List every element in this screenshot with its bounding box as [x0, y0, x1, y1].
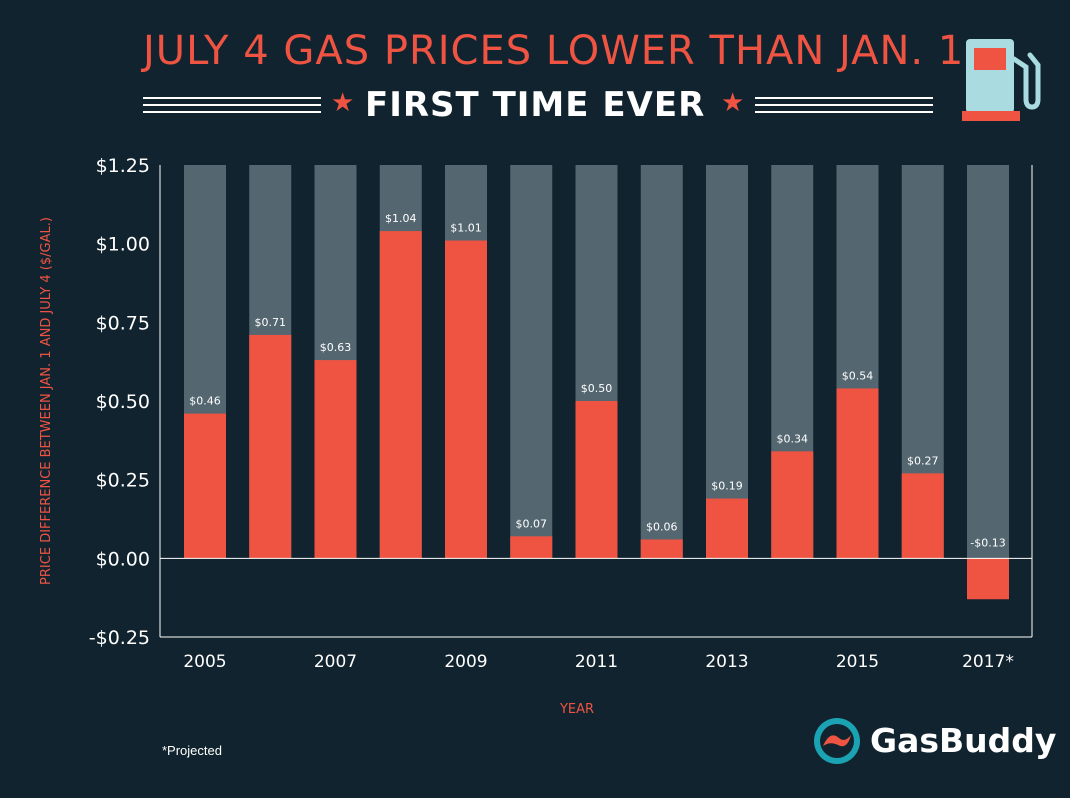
- x-tick-label: 2007: [314, 652, 357, 672]
- data-label-2012: $0.06: [646, 520, 678, 533]
- bar-2014: [771, 451, 814, 559]
- gasbuddy-logo-icon: [814, 718, 860, 764]
- axes: [159, 165, 1033, 638]
- bar-2017*: [967, 558, 1009, 600]
- x-tick-label: 2005: [183, 652, 226, 672]
- bar-2005: [184, 413, 226, 559]
- y-tick-label: $1.00: [96, 234, 150, 256]
- bar-2012: [640, 539, 683, 559]
- bar-labels: $0.46 $0.71 $0.63 $1.04 $1.01 $0.07 $0.50 $0.06…: [189, 212, 1005, 549]
- x-tick-label: 2017*: [962, 652, 1014, 672]
- chart-title-text: JULY 4 GAS PRICES LOWER THAN JAN. 1: [143, 28, 965, 74]
- bar-2015: [836, 388, 879, 559]
- bar-2016: [901, 473, 944, 559]
- left-stripes: [143, 97, 321, 113]
- data-label-2016: $0.27: [907, 454, 939, 467]
- bar-2009: [445, 240, 487, 559]
- data-label-2007: $0.63: [320, 341, 352, 354]
- bar-2010: [510, 536, 553, 559]
- y-tick-label: $0.00: [96, 548, 150, 570]
- data-label-2008: $1.04: [385, 212, 417, 225]
- background-bar-2010: [510, 165, 553, 559]
- right-star-icon: ★: [721, 88, 745, 118]
- x-tick-label: 2013: [705, 652, 748, 672]
- brand-name: GasBuddy: [870, 721, 1057, 760]
- data-label-2015: $0.54: [842, 369, 874, 382]
- data-label-2006: $0.71: [255, 316, 287, 329]
- gas-pump-icon: [962, 39, 1041, 121]
- footnote: *Projected: [162, 743, 222, 758]
- data-label-2011: $0.50: [581, 382, 613, 395]
- data-label-2010: $0.07: [516, 517, 548, 530]
- y-tick-label: $0.50: [96, 391, 150, 413]
- chart-subtitle-banner: ★ FIRST TIME EVER ★: [143, 85, 933, 127]
- data-label-2017*: -$0.13: [970, 536, 1005, 549]
- background-bar-2017*: [967, 165, 1009, 559]
- brand-logo: GasBuddy: [812, 716, 1056, 768]
- data-label-2014: $0.34: [777, 432, 809, 445]
- bars: [184, 231, 1009, 600]
- y-tick-label: -$0.25: [89, 627, 150, 649]
- chart-subtitle: FIRST TIME EVER: [365, 85, 706, 125]
- x-tick-label: 2009: [444, 652, 487, 672]
- bar-2013: [706, 498, 748, 559]
- x-tick-label: 2011: [575, 652, 618, 672]
- data-label-2009: $1.01: [450, 222, 482, 235]
- x-tick-label: 2015: [836, 652, 879, 672]
- background-bar-2013: [706, 165, 748, 559]
- bar-2007: [314, 360, 357, 559]
- right-stripes: [755, 97, 933, 113]
- x-ticks: 2005 2007 2009 2011 2013 2015 2017*: [183, 652, 1014, 672]
- data-label-2013: $0.19: [711, 480, 743, 493]
- background-bar-2012: [640, 165, 683, 559]
- bar-2008: [379, 231, 422, 559]
- left-star-icon: ★: [331, 88, 355, 118]
- bar-2006: [249, 334, 292, 559]
- y-tick-label: $1.25: [96, 155, 150, 177]
- y-axis-label: PRICE DIFFERENCE BETWEEN JAN. 1 AND JULY…: [39, 217, 54, 585]
- bar-2011: [575, 401, 618, 559]
- x-axis-label: YEAR: [559, 702, 594, 717]
- y-ticks: $1.25 $1.00 $0.75 $0.50 $0.25 $0.00 -$0.25: [89, 155, 150, 649]
- y-tick-label: $0.75: [96, 312, 150, 334]
- y-tick-label: $0.25: [96, 470, 150, 492]
- data-label-2005: $0.46: [189, 395, 221, 408]
